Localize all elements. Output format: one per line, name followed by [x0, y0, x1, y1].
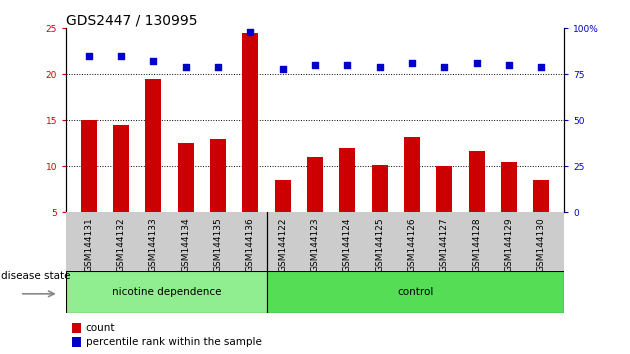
Point	[375, 64, 385, 70]
Text: control: control	[397, 287, 433, 297]
Bar	[501, 162, 517, 212]
Point	[439, 64, 449, 70]
Bar	[266, 271, 564, 313]
Bar	[307, 157, 323, 212]
Point	[245, 29, 255, 35]
Point	[342, 62, 352, 68]
Point	[116, 53, 126, 59]
Bar	[81, 120, 97, 212]
Point	[407, 61, 417, 66]
Bar	[533, 180, 549, 212]
Bar	[210, 139, 226, 212]
Point	[213, 64, 223, 70]
Bar	[243, 33, 258, 212]
Bar	[339, 148, 355, 212]
Bar	[178, 143, 194, 212]
Bar	[275, 180, 291, 212]
Bar	[146, 79, 161, 212]
Point	[310, 62, 320, 68]
Text: count: count	[86, 323, 115, 333]
Bar	[372, 165, 387, 212]
Point	[536, 64, 546, 70]
Point	[278, 66, 288, 72]
Point	[84, 53, 94, 59]
Text: nicotine dependence: nicotine dependence	[112, 287, 221, 297]
Text: GDS2447 / 130995: GDS2447 / 130995	[66, 13, 198, 27]
Point	[149, 59, 159, 64]
Point	[471, 61, 481, 66]
Bar	[66, 271, 266, 313]
Bar	[404, 137, 420, 212]
Point	[181, 64, 191, 70]
Point	[504, 62, 514, 68]
Bar	[436, 166, 452, 212]
Text: disease state: disease state	[1, 271, 71, 281]
Bar	[113, 125, 129, 212]
Text: percentile rank within the sample: percentile rank within the sample	[86, 337, 261, 347]
Bar	[469, 151, 484, 212]
